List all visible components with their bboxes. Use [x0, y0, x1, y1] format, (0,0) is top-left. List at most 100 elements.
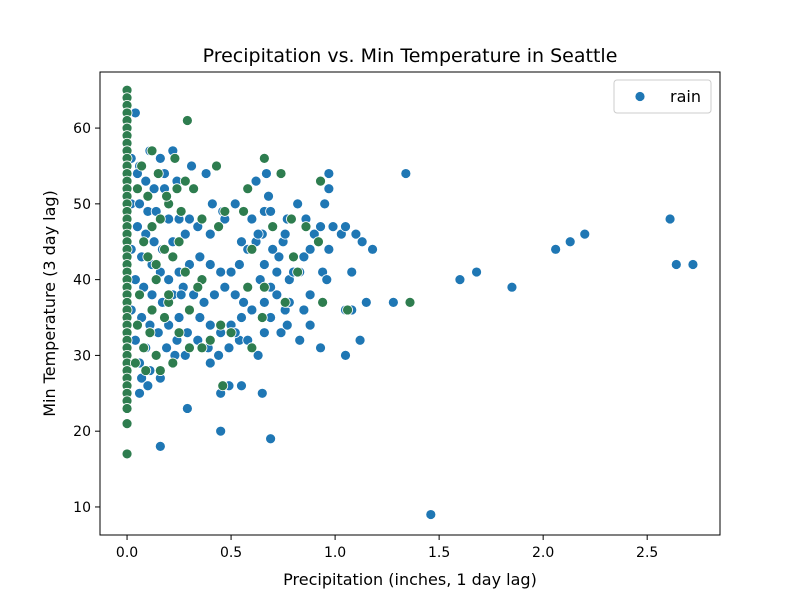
data-point — [340, 221, 351, 232]
data-point — [204, 259, 216, 270]
data-point — [315, 175, 326, 187]
data-point — [298, 251, 310, 263]
data-point — [213, 221, 224, 232]
data-point — [132, 221, 143, 232]
data-point — [252, 228, 264, 240]
data-point — [140, 175, 152, 187]
data-point — [184, 213, 195, 225]
data-point — [238, 206, 249, 217]
data-point — [313, 236, 324, 248]
data-point — [152, 168, 164, 179]
y-tick-label: 10 — [73, 500, 91, 516]
data-point — [564, 236, 576, 248]
data-point — [175, 289, 187, 301]
data-point — [246, 243, 258, 255]
data-point — [219, 206, 231, 217]
data-point — [304, 243, 316, 255]
data-point — [138, 236, 150, 248]
data-point — [121, 403, 133, 414]
data-point — [579, 228, 591, 240]
data-point — [279, 296, 291, 308]
data-point — [161, 342, 172, 354]
x-tick-label: 2.0 — [532, 545, 554, 561]
data-point — [261, 168, 272, 179]
data-point — [194, 251, 206, 263]
data-point — [354, 334, 366, 346]
data-point — [175, 206, 187, 217]
data-point — [236, 236, 247, 248]
chart-title: Precipitation vs. Min Temperature in Sea… — [203, 45, 618, 67]
legend-label-rain: rain — [670, 87, 701, 106]
data-point — [142, 251, 154, 263]
data-point — [167, 251, 179, 263]
data-point — [246, 342, 258, 354]
data-point — [342, 304, 353, 316]
data-point — [271, 266, 283, 278]
data-point — [387, 296, 399, 308]
data-point — [179, 175, 191, 187]
data-point — [258, 259, 270, 270]
data-point — [219, 281, 231, 293]
x-axis-ticks: 0.0 0.5 1.0 1.5 2.0 2.5 — [116, 535, 658, 561]
data-point — [215, 266, 227, 278]
data-point — [184, 342, 195, 354]
data-point — [134, 387, 145, 399]
data-point — [150, 259, 162, 270]
series-unlabeled-1 — [121, 84, 416, 460]
data-point — [265, 433, 277, 445]
data-point — [275, 327, 287, 339]
data-point — [206, 198, 218, 210]
data-point — [238, 296, 249, 308]
data-point — [323, 243, 335, 255]
data-point — [188, 183, 200, 195]
data-point — [181, 403, 193, 414]
y-tick-label: 60 — [73, 121, 91, 137]
data-point — [150, 350, 162, 361]
data-point — [225, 266, 237, 278]
y-axis-label: Min Temperature (3 day lag) — [40, 190, 59, 417]
data-point — [159, 312, 170, 323]
data-point — [146, 289, 158, 301]
data-point — [425, 509, 437, 520]
data-point — [154, 365, 166, 376]
legend-box — [613, 79, 712, 114]
x-tick-label: 1.5 — [428, 545, 450, 561]
data-point — [229, 198, 241, 210]
data-point — [200, 168, 212, 179]
data-point — [298, 304, 310, 316]
data-point — [506, 281, 518, 293]
data-point — [281, 319, 293, 331]
y-tick-label: 50 — [73, 197, 91, 213]
data-point — [367, 243, 378, 255]
x-tick-label: 2.5 — [636, 545, 658, 561]
data-point — [404, 296, 416, 308]
y-axis-ticks: 10 20 30 40 50 60 — [73, 121, 100, 516]
data-point — [204, 319, 216, 331]
data-point — [194, 312, 206, 323]
data-point — [454, 274, 466, 286]
data-point — [163, 289, 175, 301]
data-point — [323, 168, 335, 179]
data-point — [321, 274, 333, 286]
data-point — [181, 115, 193, 126]
data-point — [275, 168, 287, 179]
data-point — [150, 274, 162, 286]
data-point — [184, 304, 195, 316]
data-point — [323, 183, 335, 195]
x-tick-label: 0.5 — [220, 545, 242, 561]
data-point — [148, 236, 160, 248]
data-point — [179, 266, 191, 278]
y-tick-label: 20 — [73, 424, 91, 440]
data-point — [142, 380, 154, 392]
data-point — [146, 145, 158, 157]
data-point — [236, 312, 247, 323]
data-point — [148, 183, 160, 195]
data-point — [136, 160, 148, 172]
points-layer — [121, 84, 699, 520]
data-point — [273, 251, 285, 263]
data-point — [258, 327, 270, 339]
data-point — [350, 228, 362, 240]
data-point — [121, 448, 133, 460]
legend: rain — [613, 79, 712, 114]
